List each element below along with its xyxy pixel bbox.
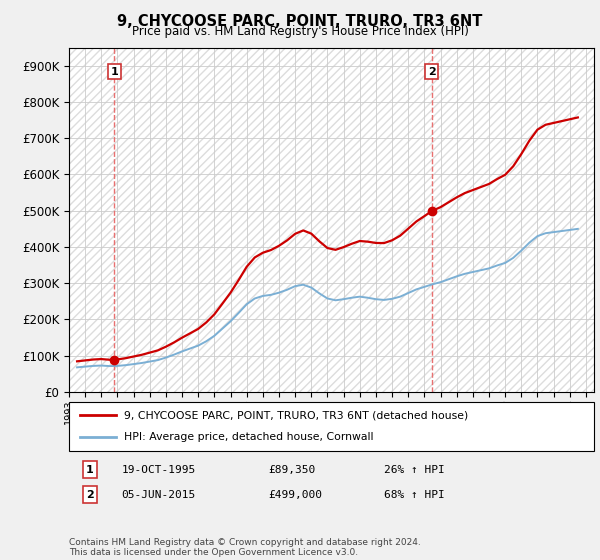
Text: 19-OCT-1995: 19-OCT-1995 <box>121 465 196 475</box>
Text: Price paid vs. HM Land Registry's House Price Index (HPI): Price paid vs. HM Land Registry's House … <box>131 25 469 38</box>
Text: £499,000: £499,000 <box>269 489 323 500</box>
Text: 9, CHYCOOSE PARC, POINT, TRURO, TR3 6NT (detached house): 9, CHYCOOSE PARC, POINT, TRURO, TR3 6NT … <box>124 410 469 421</box>
Text: HPI: Average price, detached house, Cornwall: HPI: Average price, detached house, Corn… <box>124 432 374 442</box>
Text: 2: 2 <box>86 489 94 500</box>
Text: 68% ↑ HPI: 68% ↑ HPI <box>384 489 445 500</box>
Text: 9, CHYCOOSE PARC, POINT, TRURO, TR3 6NT: 9, CHYCOOSE PARC, POINT, TRURO, TR3 6NT <box>118 14 482 29</box>
Text: 1: 1 <box>110 67 118 77</box>
Text: 2: 2 <box>428 67 436 77</box>
FancyBboxPatch shape <box>69 402 594 451</box>
Text: 1: 1 <box>86 465 94 475</box>
Text: 05-JUN-2015: 05-JUN-2015 <box>121 489 196 500</box>
Text: £89,350: £89,350 <box>269 465 316 475</box>
Text: Contains HM Land Registry data © Crown copyright and database right 2024.
This d: Contains HM Land Registry data © Crown c… <box>69 538 421 557</box>
Text: 26% ↑ HPI: 26% ↑ HPI <box>384 465 445 475</box>
